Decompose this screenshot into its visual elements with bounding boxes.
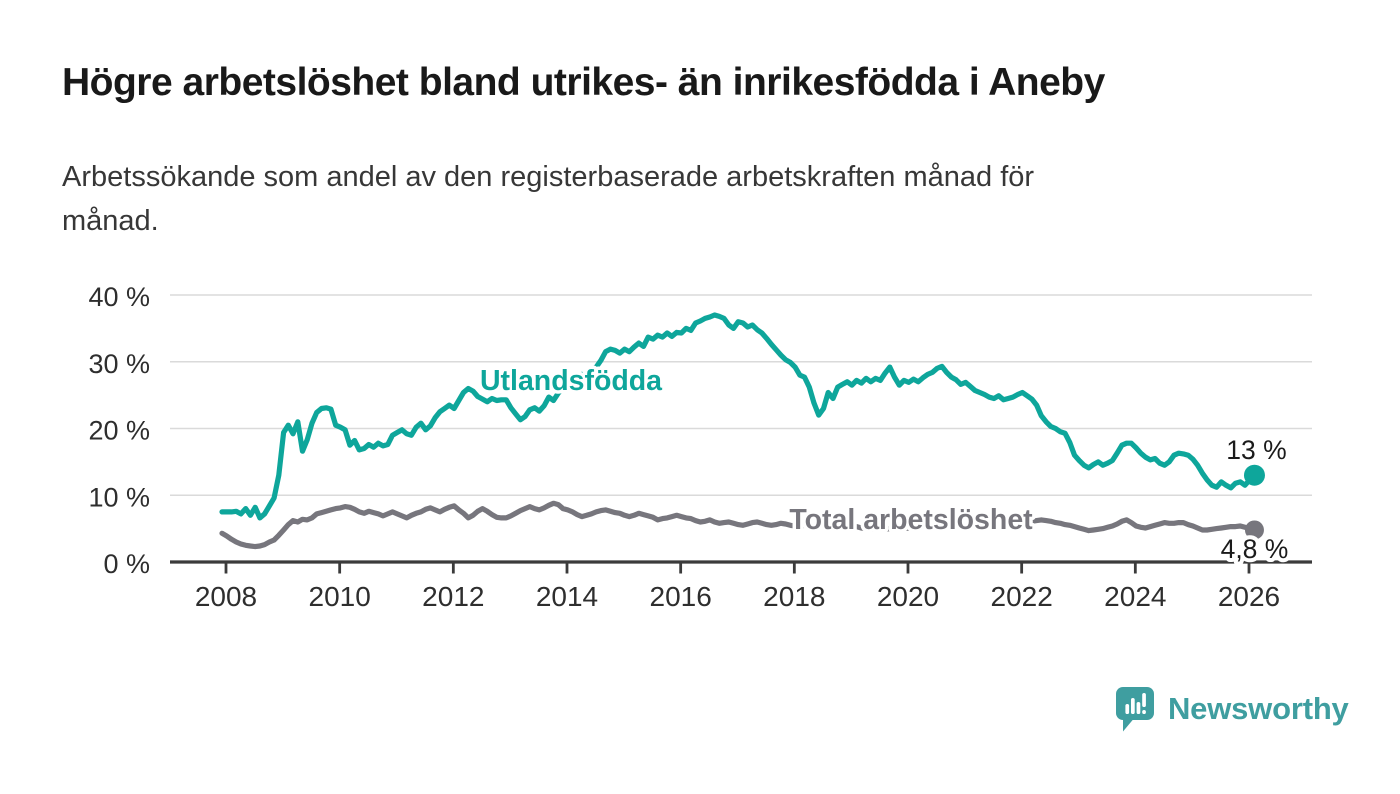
x-axis-label: 2016 xyxy=(650,581,712,612)
x-axis-label: 2022 xyxy=(991,581,1053,612)
chart-title: Högre arbetslöshet bland utrikes- än inr… xyxy=(62,61,1105,104)
newsworthy-logo-icon xyxy=(1116,687,1154,732)
end-value-label-total-arbetsloshet: 4,8 % xyxy=(1221,534,1289,564)
x-axis-label: 2010 xyxy=(309,581,371,612)
x-axis-label: 2008 xyxy=(195,581,257,612)
x-axis-label: 2026 xyxy=(1218,581,1280,612)
y-axis-label: 40 % xyxy=(88,282,150,312)
end-value-label-utlandsfodda: 13 % xyxy=(1226,435,1286,465)
x-axis-label: 2014 xyxy=(536,581,598,612)
newsworthy-branding: Newsworthy xyxy=(1115,686,1349,734)
y-axis-label: 0 % xyxy=(103,549,150,579)
series-end-dot-utlandsfodda xyxy=(1243,464,1265,486)
x-axis-label: 2020 xyxy=(877,581,939,612)
series-line-utlandsfodda xyxy=(219,312,1258,521)
series-end-dot-total-arbetsloshet xyxy=(1244,520,1264,540)
x-axis-label: 2024 xyxy=(1104,581,1166,612)
y-axis-label: 10 % xyxy=(88,482,150,512)
speech-bubble-shape xyxy=(1116,687,1154,732)
series-label-total-arbetsloshet: Total arbetslöshet xyxy=(789,504,1033,536)
series-line-total-arbetsloshet xyxy=(219,500,1258,550)
bar-chart-glyph xyxy=(1125,693,1146,714)
newsworthy-wordmark: Newsworthy xyxy=(1168,691,1349,726)
x-axis-label: 2018 xyxy=(763,581,825,612)
y-axis-label: 30 % xyxy=(88,349,150,379)
x-axis-label: 2012 xyxy=(422,581,484,612)
series-label-utlandsfodda: Utlandsfödda xyxy=(480,365,663,397)
y-axis-label: 20 % xyxy=(88,416,150,446)
chart-subtitle: Arbetssökande som andel av den registerb… xyxy=(62,161,1035,237)
